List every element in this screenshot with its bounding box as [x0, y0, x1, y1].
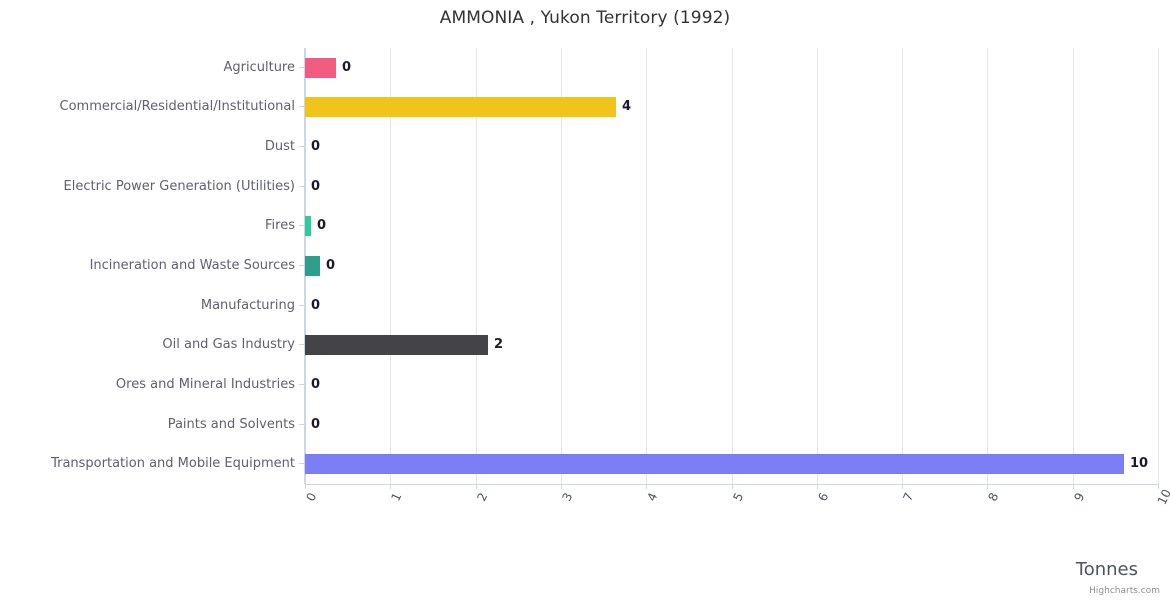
- gridline: [476, 48, 477, 484]
- x-axis-tick-mark: [646, 484, 647, 489]
- x-axis-tick-label: 8: [985, 490, 1002, 504]
- bar-row: Ores and Mineral Industries 0: [0, 365, 1170, 405]
- bar-data-label: 10: [1130, 456, 1149, 472]
- x-axis-tick-label: 5: [730, 490, 747, 504]
- category-label: Electric Power Generation (Utilities): [63, 178, 295, 194]
- gridline: [732, 48, 733, 484]
- x-axis-tick-mark: [732, 484, 733, 489]
- y-axis-line: [304, 48, 305, 484]
- bar[interactable]: [305, 256, 320, 276]
- bar-data-label: 0: [311, 139, 321, 155]
- bar-row: Agriculture 0: [0, 48, 1170, 88]
- y-axis-tick: [299, 185, 305, 187]
- x-axis-tick-mark: [561, 484, 562, 489]
- category-label: Dust: [264, 139, 295, 155]
- y-axis-tick: [299, 304, 305, 306]
- x-axis-tick-label: 1: [388, 490, 405, 504]
- x-axis-tick-label: 2: [474, 490, 491, 504]
- x-axis-tick-label: 4: [644, 490, 661, 504]
- category-label: Agriculture: [223, 59, 296, 75]
- x-axis-tick-mark: [987, 484, 988, 489]
- bar-data-label: 0: [311, 416, 321, 432]
- bar-row: Manufacturing 0: [0, 286, 1170, 326]
- bar[interactable]: [305, 97, 616, 118]
- category-label: Paints and Solvents: [167, 416, 295, 432]
- category-label: Fires: [265, 218, 295, 234]
- x-axis-tick-label: 9: [1071, 490, 1088, 504]
- category-label: Incineration and Waste Sources: [89, 258, 295, 273]
- x-axis-tick-label: 0: [303, 490, 320, 504]
- bar-data-label: 0: [342, 59, 352, 75]
- category-label: Commercial/Residential/Institutional: [59, 99, 296, 115]
- x-axis-tick-label: 10: [1154, 487, 1170, 507]
- bar[interactable]: [305, 335, 488, 356]
- x-axis-tick-mark: [305, 484, 306, 489]
- y-axis-tick: [299, 344, 305, 346]
- bar-data-label: 4: [622, 99, 632, 115]
- gridline: [646, 48, 647, 484]
- bar-data-label: 0: [326, 258, 336, 273]
- bar-row: Incineration and Waste Sources 0: [0, 246, 1170, 286]
- bar-data-label: 0: [311, 376, 321, 392]
- x-axis-tick-label: 6: [815, 490, 832, 504]
- bar[interactable]: [305, 454, 1124, 475]
- x-axis-tick-label: 7: [900, 490, 917, 504]
- bar-data-label: 0: [311, 297, 321, 313]
- chart-title: AMMONIA , Yukon Territory (1992): [439, 8, 731, 28]
- bar-row: Paints and Solvents 0: [0, 405, 1170, 445]
- category-label: Transportation and Mobile Equipment: [51, 456, 295, 472]
- x-axis-tick-mark: [817, 484, 818, 489]
- gridline: [561, 48, 562, 484]
- gridline: [902, 48, 903, 484]
- y-axis-tick: [299, 146, 305, 148]
- x-axis-tick-mark: [390, 484, 391, 489]
- bar-row: Oil and Gas Industry 2: [0, 325, 1170, 365]
- bar-data-label: 0: [311, 178, 321, 194]
- x-axis-tick-mark: [1158, 484, 1159, 489]
- y-axis-tick: [299, 463, 305, 465]
- category-label: Ores and Mineral Industries: [115, 376, 295, 392]
- x-axis-tick-label: 3: [559, 490, 576, 504]
- bar-row: Dust 0: [0, 127, 1170, 167]
- gridline: [390, 48, 391, 484]
- bar-row: Transportation and Mobile Equipment 10: [0, 444, 1170, 484]
- gridline: [987, 48, 988, 484]
- y-axis-tick: [299, 66, 305, 68]
- gridline: [817, 48, 818, 484]
- bar-row: Commercial/Residential/Institutional 4: [0, 87, 1170, 127]
- x-axis-tick-mark: [1073, 484, 1074, 489]
- bar-row: Fires 0: [0, 206, 1170, 246]
- y-axis-tick: [299, 423, 305, 425]
- gridline: [1158, 48, 1159, 484]
- bar[interactable]: [305, 216, 311, 237]
- y-axis-tick: [299, 265, 305, 266]
- x-axis-tick-mark: [476, 484, 477, 489]
- category-label: Oil and Gas Industry: [162, 337, 295, 353]
- bar-data-label: 2: [494, 337, 504, 353]
- y-axis-tick: [299, 106, 305, 108]
- y-axis-tick: [299, 383, 305, 385]
- x-axis-title: Tonnes: [1075, 559, 1138, 580]
- bar[interactable]: [305, 57, 336, 78]
- gridline: [1073, 48, 1074, 484]
- highcharts-credits: Highcharts.com: [1089, 586, 1160, 596]
- y-axis-tick: [299, 225, 305, 227]
- bar-data-label: 0: [317, 218, 327, 234]
- x-axis-tick-mark: [902, 484, 903, 489]
- bar-row: Electric Power Generation (Utilities) 0: [0, 167, 1170, 207]
- category-label: Manufacturing: [200, 297, 295, 313]
